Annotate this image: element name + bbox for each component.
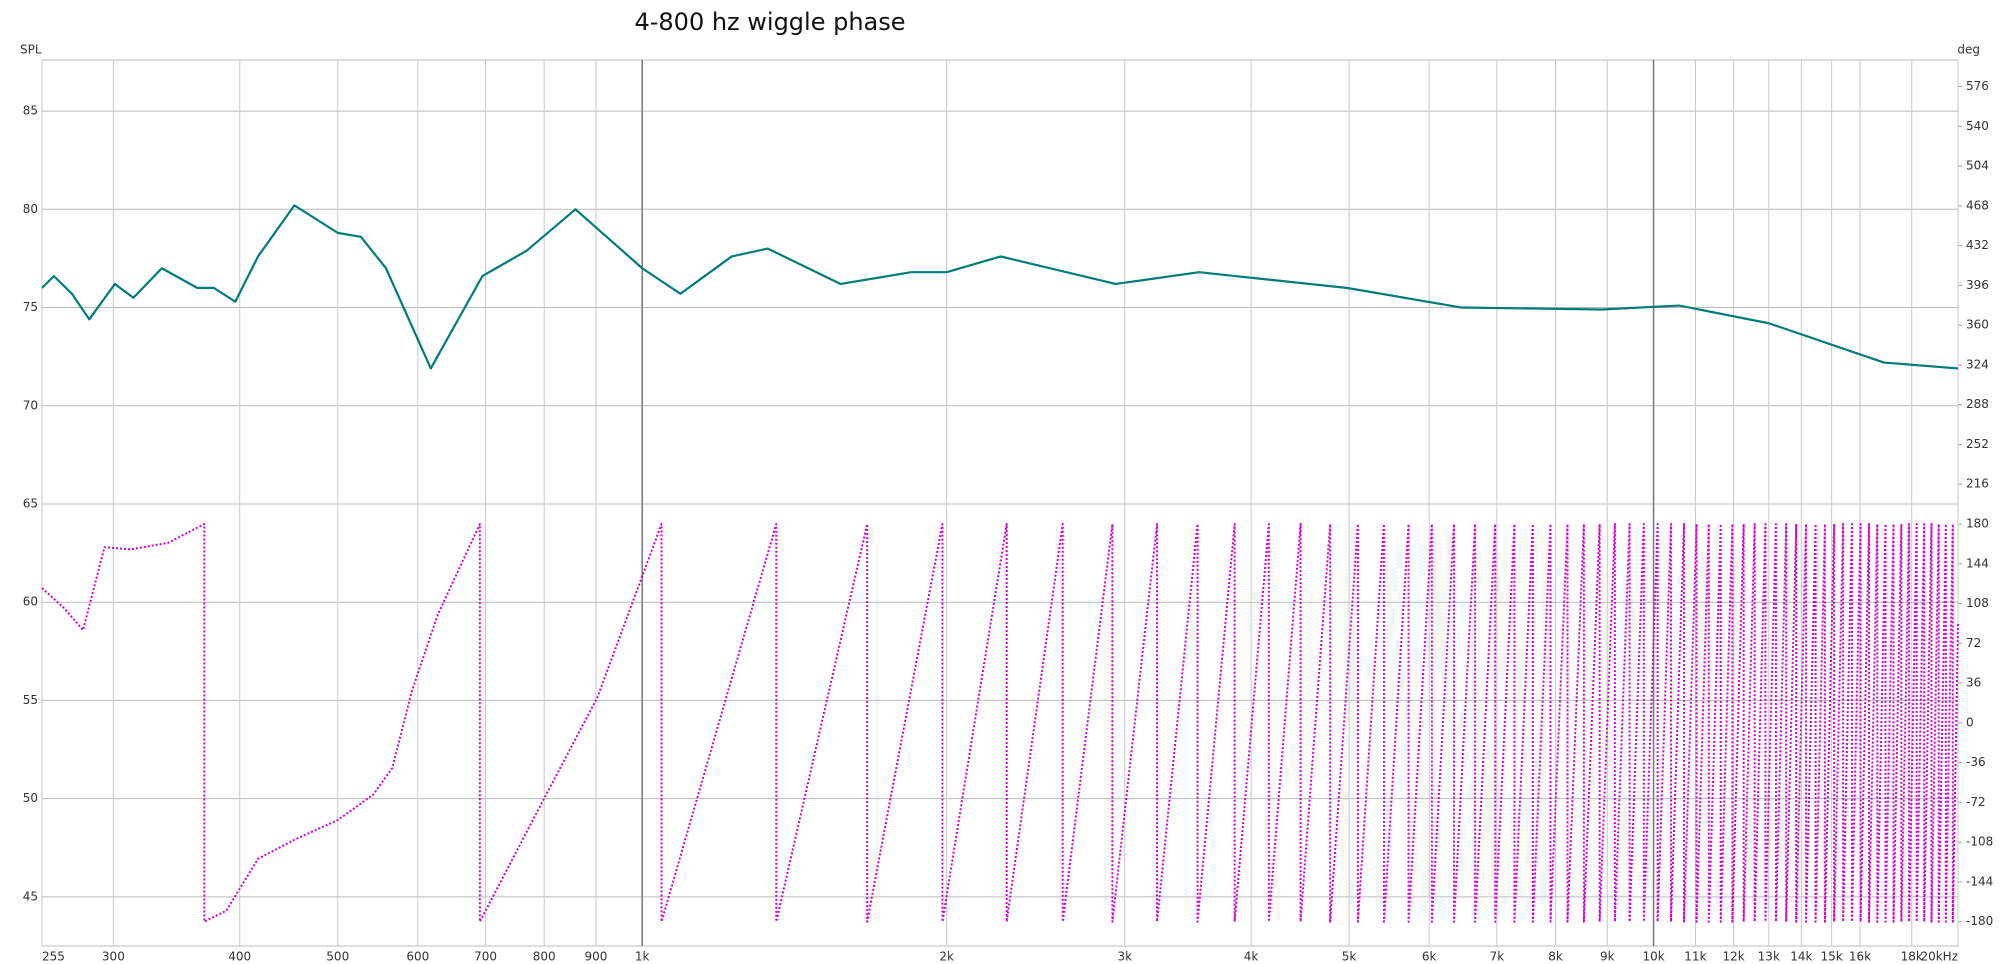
y2-tick-label: 288 (1966, 397, 1989, 411)
x-tick-label: 16k (1849, 950, 1871, 964)
y-tick-label: 80 (23, 202, 38, 216)
y-tick-label: 50 (23, 791, 38, 805)
x-tick-label: 6k (1422, 950, 1437, 964)
y-tick-label: 65 (23, 496, 38, 510)
x-tick-label: 5k (1342, 950, 1357, 964)
y2-tick-label: 108 (1966, 596, 1989, 610)
y2-tick-label: 180 (1966, 516, 1989, 530)
x-tick-label: 11k (1684, 950, 1706, 964)
x-tick-label: 3k (1117, 950, 1132, 964)
y2-tick-label: 396 (1966, 278, 1989, 292)
y2-tick-label: -180 (1966, 914, 1993, 928)
y2-tick-label: 72 (1966, 636, 1981, 650)
y-tick-label: 55 (23, 693, 38, 707)
y-axis-label: SPL (20, 43, 42, 57)
x-tick-label: 7k (1490, 950, 1505, 964)
x-tick-label: 800 (533, 950, 556, 964)
x-tick-label: 15k (1821, 950, 1843, 964)
x-tick-label: 600 (406, 950, 429, 964)
x-tick-label: 8k (1548, 950, 1563, 964)
y2-tick-label: -144 (1966, 874, 1993, 888)
y2-tick-label: 0 (1966, 715, 1974, 729)
x-tick-label: 12k (1723, 950, 1745, 964)
y-tick-label: 85 (23, 104, 38, 118)
y-tick-label: 45 (23, 889, 38, 903)
y2-tick-label: 468 (1966, 198, 1989, 212)
y2-tick-label: 252 (1966, 437, 1989, 451)
x-tick-label: 700 (474, 950, 497, 964)
y2-tick-label: 576 (1966, 79, 1989, 93)
y2-tick-label: 504 (1966, 159, 1989, 173)
y2-tick-label: -72 (1966, 795, 1986, 809)
y2-tick-label: 144 (1966, 556, 1989, 570)
y-tick-label: 70 (23, 398, 38, 412)
x-tick-label: 900 (584, 950, 607, 964)
x-tick-label: 300 (102, 950, 125, 964)
x-tick-label: 400 (228, 950, 251, 964)
y-tick-label: 60 (23, 595, 38, 609)
x-tick-label: 14k (1790, 950, 1812, 964)
x-tick-label: 4k (1244, 950, 1259, 964)
x-tick-label: 20kHz (1920, 950, 1958, 964)
y2-axis-label: deg (1957, 43, 1980, 57)
chart-title: 4-800 hz wiggle phase (634, 8, 905, 36)
y2-tick-label: 36 (1966, 676, 1981, 690)
y2-tick-label: 324 (1966, 357, 1989, 371)
x-tick-label: 10k (1642, 950, 1664, 964)
y2-tick-label: 432 (1966, 238, 1989, 252)
series-line (41, 204, 1959, 370)
y2-tick-label: -108 (1966, 835, 1993, 849)
x-tick-label: 13k (1758, 950, 1780, 964)
y2-tick-label: 540 (1966, 119, 1989, 133)
x-tick-label: 500 (326, 950, 349, 964)
y2-tick-label: 360 (1966, 318, 1989, 332)
x-tick-label: 2k (939, 950, 954, 964)
series-line (41, 522, 1959, 923)
x-tick-label: 9k (1600, 950, 1615, 964)
x-tick-label: 255 (42, 950, 65, 964)
x-tick-label: 18k (1901, 950, 1923, 964)
y2-tick-label: -36 (1966, 755, 1986, 769)
x-tick-label: 1k (635, 950, 650, 964)
y-tick-label: 75 (23, 300, 38, 314)
y2-tick-label: 216 (1966, 477, 1989, 491)
